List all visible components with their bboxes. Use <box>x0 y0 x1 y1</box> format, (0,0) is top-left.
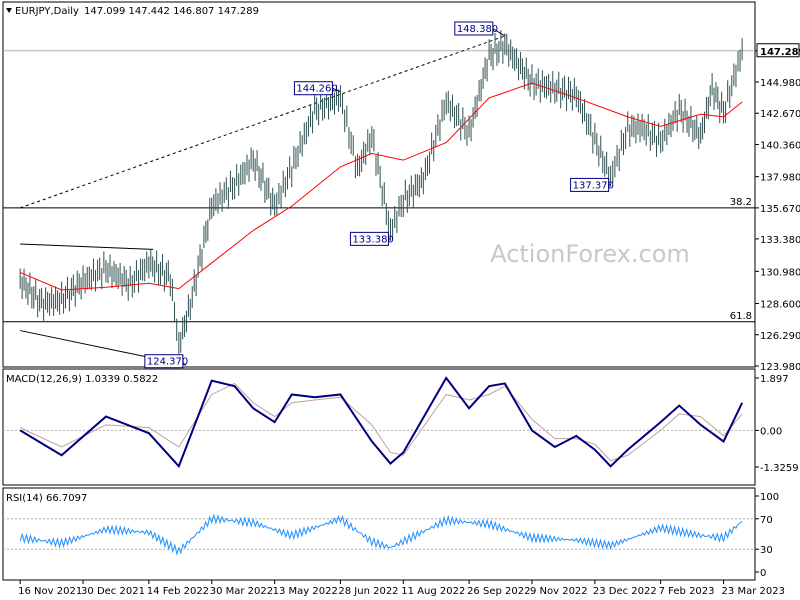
macd-label: MACD(12,26,9) 1.0339 0.5822 <box>6 374 158 385</box>
price-tick-label: 137.980 <box>760 173 800 184</box>
rsi-line <box>19 513 743 556</box>
x-tick-label: 11 Aug 2022 <box>401 586 465 597</box>
x-tick-label: 28 Jun 2022 <box>338 586 398 597</box>
annotation-box <box>144 354 184 369</box>
annotation-box <box>570 177 610 192</box>
annotation-label: 133.380 <box>352 234 393 245</box>
macd-tick-label: -1.3259 <box>760 463 799 474</box>
macd-signal-line <box>19 382 743 462</box>
x-tick-label: 30 Dec 2021 <box>81 586 145 597</box>
x-tick-label: 9 Nov 2022 <box>530 586 588 597</box>
price-tick-label: 144.980 <box>760 78 800 89</box>
price-tick-label: 135.670 <box>760 204 800 215</box>
annotation-label: 137.370 <box>573 180 614 191</box>
price-tick-label: 142.670 <box>760 109 800 120</box>
x-tick-label: 26 Sep 2022 <box>467 586 530 597</box>
macd-tick-label: 1.897 <box>760 374 789 385</box>
price-bars <box>19 30 743 355</box>
chart-symbol: EURJPY,Daily <box>15 6 79 17</box>
rsi-tick-label: 70 <box>760 515 773 526</box>
annotation-label: 148.380 <box>457 24 498 35</box>
x-tick-label: 14 Feb 2022 <box>147 586 209 597</box>
price-tick-label: 140.360 <box>760 140 800 151</box>
price-tick-label: 133.380 <box>760 235 800 246</box>
x-tick-label: 30 Mar 2022 <box>210 586 273 597</box>
rsi-tick-label: 100 <box>760 492 779 503</box>
annotation-box <box>349 231 389 246</box>
x-tick-label: 23 Mar 2023 <box>722 586 785 597</box>
annotation-box <box>454 21 494 36</box>
price-tick-label: 128.600 <box>760 300 800 311</box>
rsi-tick-label: 30 <box>760 545 773 556</box>
annotation-leader <box>332 87 341 93</box>
fib-level-label: 61.8 <box>730 311 752 322</box>
x-tick-label: 23 Dec 2022 <box>593 586 657 597</box>
macd-line <box>19 376 744 469</box>
current-price-label: 147.289 <box>760 47 800 58</box>
x-tick-label: 16 Nov 2021 <box>18 586 82 597</box>
rsi-panel <box>2 487 756 581</box>
price-panel <box>2 1 756 368</box>
annotation-box <box>293 81 333 96</box>
macd-layer: 1.897 0.00 -1.3259 <box>3 374 799 474</box>
macd-tick-label: 0.00 <box>760 426 782 437</box>
rsi-layer: 100 70 30 0 <box>3 492 779 579</box>
annotation-leader <box>492 28 506 37</box>
price-tick-label: 126.290 <box>760 331 800 342</box>
x-tick-label: 13 May 2022 <box>273 586 338 597</box>
rsi-label: RSI(14) 66.7097 <box>6 493 87 504</box>
down-triangle-icon <box>6 8 12 13</box>
annotation-label: 144.260 <box>296 84 337 95</box>
x-tick-label: 7 Feb 2023 <box>659 586 715 597</box>
moving-average-line <box>19 82 743 291</box>
price-layer: 147.289 144.980 142.670 140.360 137.980 135.6… <box>3 21 800 373</box>
annotation-label: 124.370 <box>147 357 188 368</box>
fib-level-label: 38.2 <box>730 197 752 208</box>
watermark: ActionForex.com <box>490 240 690 268</box>
macd-panel <box>2 368 756 486</box>
trend-line <box>20 243 154 250</box>
rsi-tick-label: 0 <box>760 568 766 579</box>
current-price-box <box>756 43 800 58</box>
price-tick-label: 123.980 <box>760 362 800 373</box>
price-tick-label: 130.980 <box>760 267 800 278</box>
chart-ohlc: 147.099 147.442 146.807 147.289 <box>84 6 259 17</box>
trend-line <box>19 35 505 209</box>
